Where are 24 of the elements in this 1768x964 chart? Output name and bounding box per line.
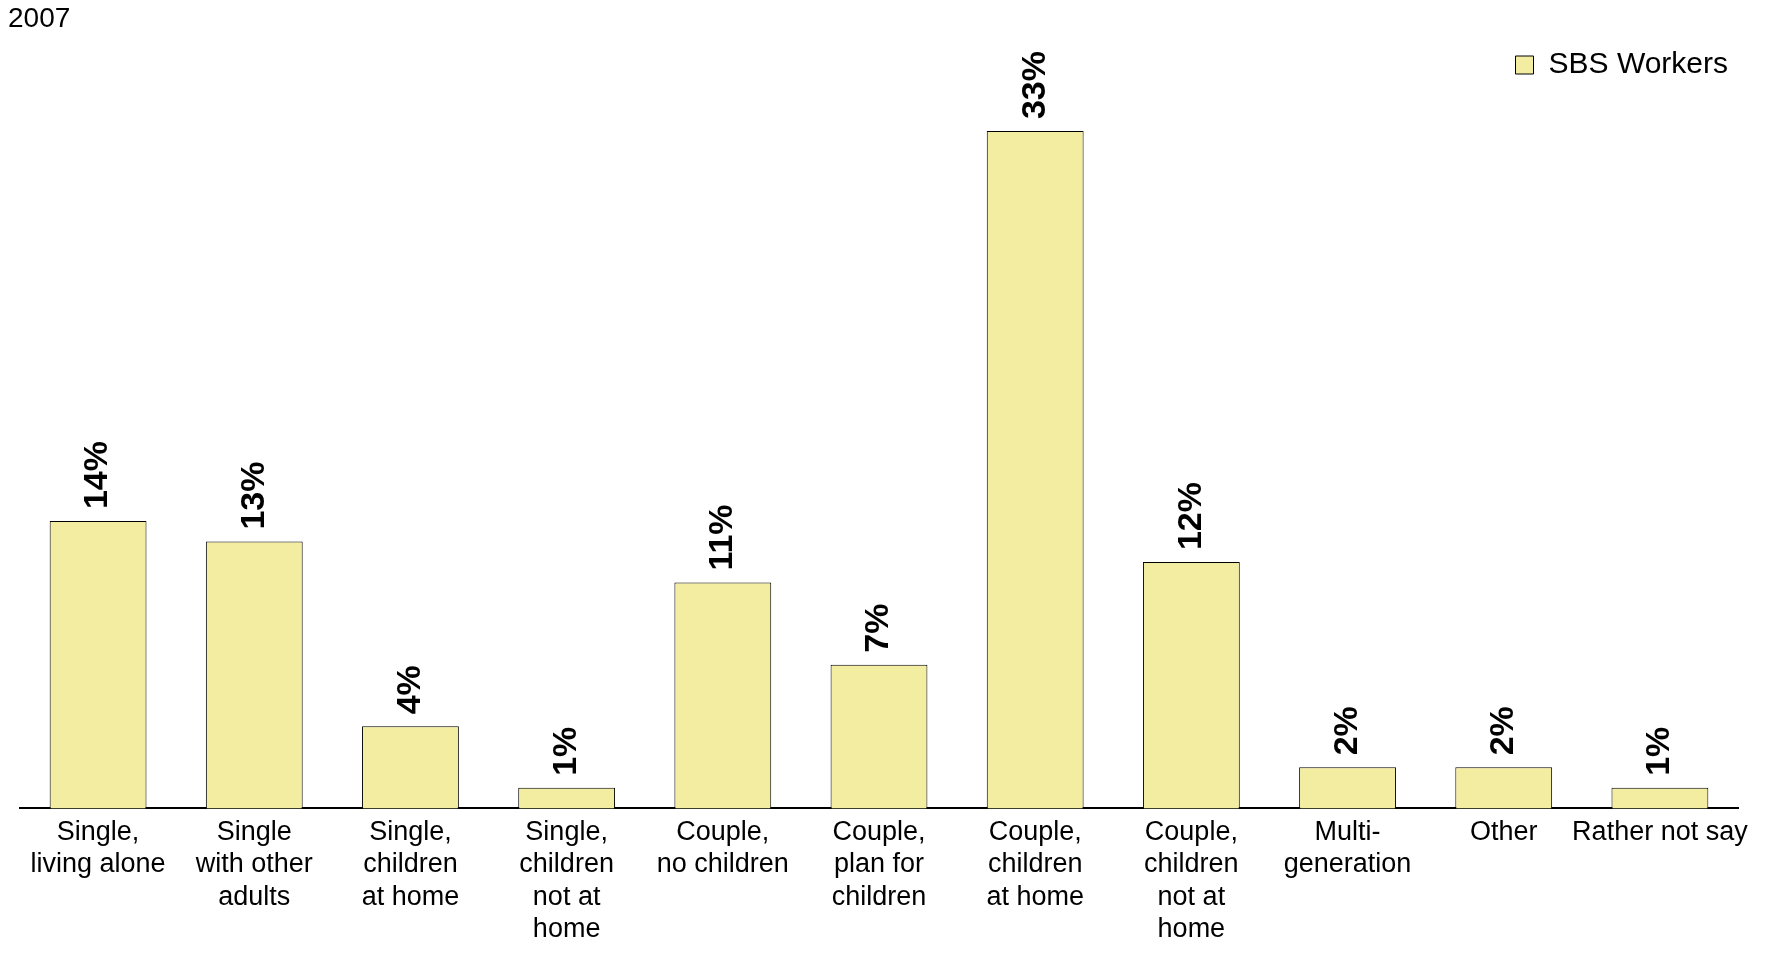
legend-label: SBS Workers bbox=[1548, 46, 1729, 80]
data-label: 1% bbox=[545, 726, 584, 776]
data-label: 7% bbox=[857, 603, 896, 653]
x-tick-label: Single, living alone bbox=[30, 816, 166, 879]
x-tick-label: Couple, no children bbox=[656, 816, 789, 879]
data-label: 4% bbox=[388, 665, 427, 715]
data-label: 12% bbox=[1169, 482, 1208, 551]
chart-title: 2007 bbox=[8, 2, 71, 34]
x-tick-label: Couple, children not at home bbox=[1144, 816, 1239, 944]
x-tick-label: Couple, children at home bbox=[986, 816, 1084, 911]
data-label: 14% bbox=[76, 440, 115, 510]
data-label: 2% bbox=[1325, 706, 1364, 756]
data-label: 13% bbox=[232, 461, 271, 530]
data-label: 11% bbox=[701, 504, 740, 571]
data-label: 2% bbox=[1482, 706, 1521, 756]
x-tick-label: Couple, plan for children bbox=[831, 816, 927, 911]
x-tick-label: Rather not say bbox=[1572, 816, 1749, 847]
x-tick-label: Single with other adults bbox=[194, 816, 313, 911]
x-tick-label: Other bbox=[1469, 816, 1538, 847]
x-tick-label: Multi- generation bbox=[1283, 816, 1412, 879]
x-tick-label: Single, children not at home bbox=[519, 816, 614, 944]
data-label: 33% bbox=[1013, 50, 1052, 120]
x-tick-label: Single, children at home bbox=[361, 816, 460, 911]
data-label: 1% bbox=[1638, 726, 1677, 776]
